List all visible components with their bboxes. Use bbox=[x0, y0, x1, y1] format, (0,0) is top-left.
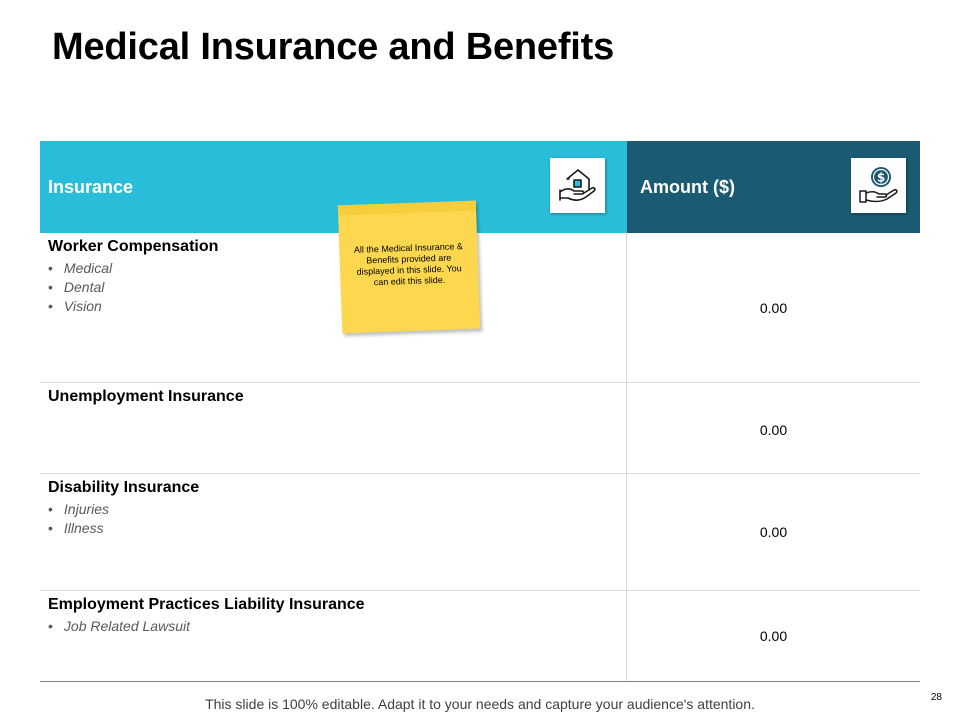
insurance-table: Insurance Amount ($) bbox=[40, 141, 920, 682]
list-item: Injuries bbox=[48, 500, 626, 519]
table-header: Insurance Amount ($) bbox=[40, 141, 920, 233]
list-item: Job Related Lawsuit bbox=[48, 617, 626, 636]
insurance-cell: Worker Compensation Medical Dental Visio… bbox=[40, 233, 627, 382]
amount-cell: 0.00 bbox=[759, 422, 788, 438]
header-amount-label: Amount ($) bbox=[640, 176, 735, 197]
hand-holding-dollar-icon: $ bbox=[851, 158, 906, 213]
list-item: Illness bbox=[48, 519, 626, 538]
list-item: Vision bbox=[48, 297, 626, 316]
table-row: Worker Compensation Medical Dental Visio… bbox=[40, 233, 920, 383]
sticky-note: All the Medical Insurance & Benefits pro… bbox=[337, 200, 481, 334]
row-title: Worker Compensation bbox=[48, 238, 219, 255]
table-row: Disability Insurance Injuries Illness 0.… bbox=[40, 474, 920, 591]
bullet-list: Medical Dental Vision bbox=[48, 259, 626, 316]
header-amount-cell: Amount ($) $ bbox=[627, 141, 920, 233]
header-insurance-cell: Insurance bbox=[40, 141, 627, 233]
row-title: Unemployment Insurance bbox=[48, 388, 244, 405]
svg-text:$: $ bbox=[876, 170, 884, 184]
amount-cell: 0.00 bbox=[759, 524, 788, 540]
insurance-cell: Employment Practices Liability Insurance… bbox=[40, 591, 627, 681]
bullet-list: Job Related Lawsuit bbox=[48, 617, 626, 636]
slide-title: Medical Insurance and Benefits bbox=[52, 26, 615, 68]
list-item: Dental bbox=[48, 278, 626, 297]
amount-cell: 0.00 bbox=[759, 628, 788, 644]
insurance-cell: Disability Insurance Injuries Illness bbox=[40, 474, 627, 590]
table-row: Employment Practices Liability Insurance… bbox=[40, 591, 920, 682]
amount-cell: 0.00 bbox=[759, 299, 788, 316]
insurance-cell: Unemployment Insurance bbox=[40, 383, 627, 473]
bullet-list: Injuries Illness bbox=[48, 500, 626, 538]
page-number: 28 bbox=[930, 692, 942, 703]
list-item: Medical bbox=[48, 259, 626, 278]
row-title: Disability Insurance bbox=[48, 479, 200, 496]
header-insurance-label: Insurance bbox=[48, 176, 134, 197]
row-title: Employment Practices Liability Insurance bbox=[48, 596, 365, 613]
footer-text: This slide is 100% editable. Adapt it to… bbox=[205, 696, 755, 712]
table-row: Unemployment Insurance 0.00 bbox=[40, 383, 920, 474]
hand-holding-house-icon bbox=[550, 158, 605, 213]
sticky-note-text: All the Medical Insurance & Benefits pro… bbox=[353, 241, 464, 288]
